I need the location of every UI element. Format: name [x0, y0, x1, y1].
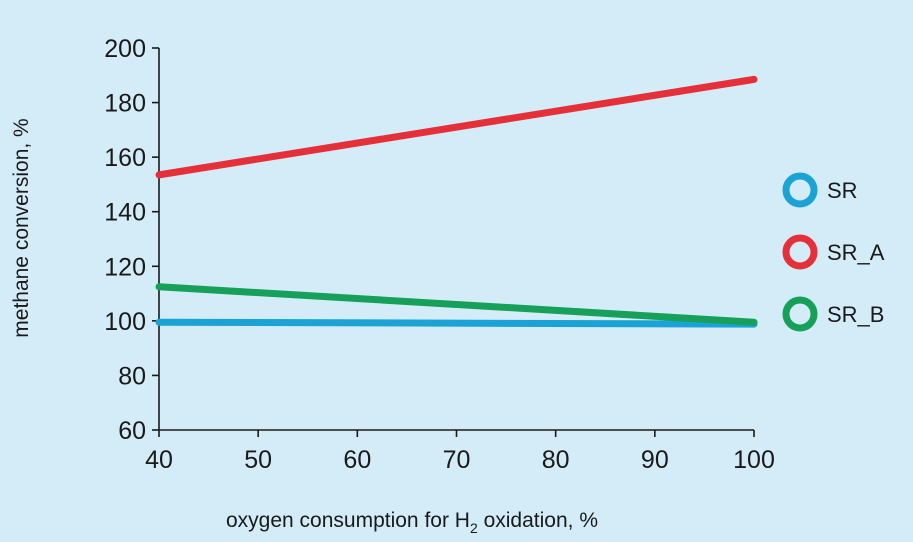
- legend-marker-sr-b: [782, 296, 818, 332]
- legend-marker-sr-a: [782, 234, 818, 270]
- legend-label-sr: SR: [827, 178, 858, 203]
- y-tick-label: 200: [104, 35, 146, 63]
- y-tick-label: 60: [118, 417, 146, 445]
- legend-label-sr-b: SR_B: [827, 302, 884, 327]
- x-tick-label: 40: [145, 446, 173, 474]
- y-tick-label: 180: [104, 90, 146, 118]
- y-tick-label: 140: [104, 199, 146, 227]
- x-tick-label: 80: [542, 446, 570, 474]
- series-group: [155, 75, 758, 328]
- x-tick-label: 50: [244, 446, 272, 474]
- legend: SR SR_A SR_B: [782, 172, 885, 332]
- legend-label-sr-a: SR_A: [827, 240, 885, 265]
- x-axis-title: oxygen consumption for H2 oxidation, %: [226, 509, 598, 536]
- x-tick-label: 90: [641, 446, 669, 474]
- x-axis-title-tail: oxidation, %: [478, 509, 598, 532]
- legend-marker-sr: [782, 172, 818, 208]
- axes: 60 80 100 120 140 160 180 200 40 50 60 70 80 90 100: [104, 35, 775, 474]
- y-tick-label: 100: [104, 308, 146, 336]
- x-axis-title-main: oxygen consumption for H: [226, 509, 470, 532]
- y-axis-title: methane conversion, %: [10, 118, 33, 337]
- series-line-sr-b: [155, 283, 758, 326]
- y-tick-label: 80: [118, 362, 146, 390]
- series-line-sr-a: [155, 75, 758, 179]
- x-axis-title-subscript: 2: [470, 520, 478, 536]
- y-tick-label: 160: [104, 144, 146, 172]
- series-line-sr: [155, 318, 758, 328]
- y-tick-label: 120: [104, 253, 146, 281]
- x-tick-label: 100: [733, 446, 775, 474]
- x-tick-label: 70: [443, 446, 471, 474]
- x-tick-label: 60: [343, 446, 371, 474]
